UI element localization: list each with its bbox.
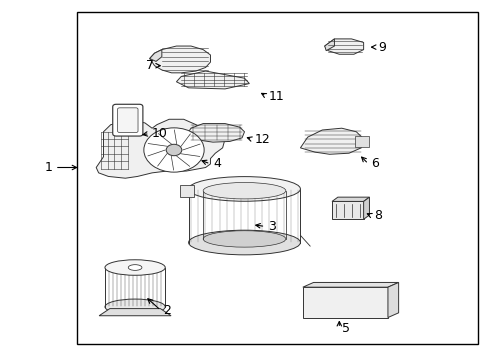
Ellipse shape [203,183,285,199]
FancyBboxPatch shape [180,185,194,197]
Circle shape [166,144,182,156]
Text: 12: 12 [254,133,270,146]
Text: 3: 3 [267,220,275,233]
Ellipse shape [203,231,285,247]
Text: 5: 5 [341,322,349,335]
Polygon shape [149,50,162,62]
Bar [302,287,387,318]
Text: 2: 2 [163,304,171,317]
Ellipse shape [188,230,300,255]
Polygon shape [302,283,398,287]
Text: 6: 6 [370,157,378,170]
Text: 9: 9 [377,41,386,54]
Polygon shape [363,197,369,219]
Polygon shape [149,46,210,73]
Text: 10: 10 [152,127,168,140]
Polygon shape [324,39,363,54]
Circle shape [143,128,203,172]
Text: 1: 1 [44,161,52,174]
Polygon shape [331,197,369,202]
FancyBboxPatch shape [117,108,138,132]
Text: 7: 7 [145,59,153,72]
Polygon shape [387,283,398,318]
Text: 11: 11 [268,90,284,103]
Ellipse shape [105,260,165,275]
Polygon shape [324,39,334,51]
Polygon shape [300,128,363,154]
Ellipse shape [105,299,165,315]
Ellipse shape [128,265,142,270]
FancyBboxPatch shape [355,136,369,147]
Polygon shape [176,71,249,89]
Ellipse shape [188,177,300,201]
Polygon shape [186,123,244,142]
Text: 4: 4 [212,157,220,170]
FancyBboxPatch shape [113,104,142,136]
Text: 8: 8 [373,209,382,222]
Polygon shape [99,309,171,316]
Bar [331,202,363,219]
Bar [77,12,477,344]
Polygon shape [96,119,224,178]
